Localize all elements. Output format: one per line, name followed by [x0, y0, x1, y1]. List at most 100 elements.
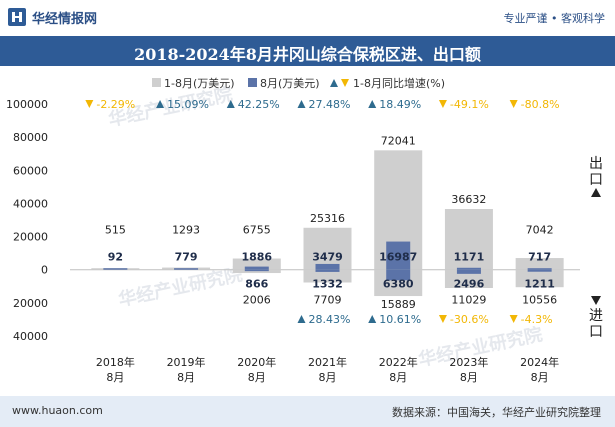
x-tick-label: 2020年 8月 — [237, 355, 276, 384]
export-arrow-icon — [591, 188, 601, 197]
label-export-ytd: 25316 — [310, 212, 345, 225]
data-labels: 515 92 1293 779 6755 1886 866 2006 25316 3479 1332… — [105, 134, 557, 311]
bar-export-month — [244, 266, 269, 270]
yoy-up-arrow-icon — [297, 315, 306, 323]
yoy-up-arrow-icon — [368, 315, 377, 323]
y-tick-label: 0 — [41, 264, 48, 277]
bar-import-month — [456, 269, 481, 274]
label-import-month: 6380 — [383, 278, 414, 291]
label-export-month: 3479 — [312, 251, 343, 264]
x-tick-label: 2018年 8月 — [96, 355, 135, 384]
yoy-labels: -2.29% 15.09% 42.25% 27.48% 28.43% 18.49% 10.6… — [85, 98, 560, 326]
bar-export-month — [315, 263, 340, 270]
bar-import-month — [386, 269, 411, 281]
bar-import-ytd — [515, 269, 564, 288]
bar-import-ytd — [232, 269, 281, 274]
label-export-month: 16987 — [379, 251, 417, 264]
bar-export-month — [174, 268, 199, 270]
legend-up-arrow-icon — [330, 79, 338, 87]
y-axis: 100000 80000 60000 40000 20000 0 20000 40000 — [6, 98, 48, 343]
label-import-month: 1332 — [312, 278, 343, 291]
chart: 1-8月(万美元) 8月(万美元) 1-8月同比增速(%) 华经产业研究院华经产… — [6, 76, 603, 384]
bar-export-month — [386, 241, 411, 270]
bar-export-ytd — [444, 209, 493, 270]
yoy-export-label: 27.48% — [309, 98, 351, 111]
bar-import-month — [315, 269, 340, 272]
watermark-text: 华经产业研究院 — [116, 263, 244, 311]
export-label-char-2: 口 — [589, 172, 603, 188]
bar-export-ytd — [232, 258, 281, 270]
label-import-ytd: 10556 — [522, 294, 557, 307]
label-export-ytd: 6755 — [243, 224, 271, 237]
chart-title: 2018-2024年8月井冈山综合保税区进、出口额 — [134, 45, 481, 64]
label-export-ytd: 1293 — [172, 224, 200, 237]
x-tick-label: 2022年 8月 — [379, 355, 418, 384]
y-tick-label: 80000 — [13, 131, 48, 144]
y-tick-label: 60000 — [13, 164, 48, 177]
bar-export-month — [456, 267, 481, 270]
label-export-month: 717 — [528, 251, 551, 264]
yoy-down-arrow-icon — [509, 100, 518, 108]
yoy-down-arrow-icon — [438, 100, 447, 108]
bar-export-ytd — [515, 258, 564, 270]
legend: 1-8月(万美元) 8月(万美元) 1-8月同比增速(%) — [152, 76, 445, 90]
label-export-ytd: 515 — [105, 224, 126, 237]
bar-export-month — [103, 268, 128, 270]
legend-label-month: 8月(万美元) — [260, 77, 320, 90]
yoy-up-arrow-icon — [368, 100, 377, 108]
label-export-ytd: 72041 — [381, 134, 416, 147]
label-export-month: 779 — [175, 251, 198, 264]
yoy-export-label: 18.49% — [379, 98, 421, 111]
bars — [91, 150, 564, 297]
label-import-ytd: 11029 — [451, 294, 486, 307]
legend-swatch-ytd — [152, 78, 161, 87]
footer-url[interactable]: www.huaon.com — [12, 404, 103, 417]
label-export-ytd: 7042 — [526, 224, 554, 237]
footer-source: 数据来源：中国海关，华经产业研究院整理 — [392, 406, 601, 419]
title-bar: 2018-2024年8月井冈山综合保税区进、出口额 — [0, 36, 615, 66]
label-import-ytd: 15889 — [381, 298, 416, 311]
y-tick-label: 40000 — [13, 330, 48, 343]
yoy-import-label: -4.3% — [521, 313, 553, 326]
yoy-down-arrow-icon — [509, 315, 518, 323]
label-export-ytd: 36632 — [451, 193, 486, 206]
yoy-down-arrow-icon — [438, 315, 447, 323]
label-import-month: 866 — [245, 278, 268, 291]
label-export-month: 1171 — [454, 251, 485, 264]
x-axis: 2018年 8月 2019年 8月 2020年 8月 2021年 8月 2022年 8月 2023年… — [96, 355, 559, 384]
yoy-export-label: -49.1% — [450, 98, 489, 111]
bar-import-ytd — [303, 269, 352, 283]
legend-swatch-month — [248, 78, 257, 87]
label-export-month: 92 — [108, 251, 123, 264]
import-label-char-2: 口 — [589, 324, 603, 340]
bar-export-ytd — [303, 227, 352, 270]
slogan: 专业严谨 • 客观科学 — [503, 12, 605, 25]
bar-export-month — [527, 268, 552, 270]
yoy-import-label: -30.6% — [450, 313, 489, 326]
y-tick-label: 40000 — [13, 197, 48, 210]
label-export-month: 1886 — [241, 251, 272, 264]
x-tick-label: 2019年 8月 — [167, 355, 206, 384]
import-label-char-1: 进 — [589, 308, 603, 324]
y-tick-label: 20000 — [13, 231, 48, 244]
bar-import-ytd — [444, 269, 493, 288]
x-tick-label: 2024年 8月 — [520, 355, 559, 384]
y-tick-label: 20000 — [13, 297, 48, 310]
yoy-down-arrow-icon — [85, 100, 94, 108]
yoy-import-label: 10.61% — [379, 313, 421, 326]
label-import-month: 1211 — [524, 278, 555, 291]
yoy-export-label: -80.8% — [521, 98, 560, 111]
x-tick-label: 2023年 8月 — [449, 355, 488, 384]
side-labels: 出 口 进 口 出口 进口 — [589, 156, 603, 340]
yoy-up-arrow-icon — [156, 100, 165, 108]
yoy-export-label: 15.09% — [167, 98, 209, 111]
bar-import-month — [244, 269, 269, 272]
site-name[interactable]: 华经情报网 — [32, 12, 98, 27]
bar-import-month — [527, 269, 552, 272]
legend-down-arrow-icon — [341, 79, 349, 87]
y-tick-label: 100000 — [6, 98, 48, 111]
x-tick-label: 2021年 8月 — [308, 355, 347, 384]
legend-label-ytd: 1-8月(万美元) — [164, 77, 235, 90]
label-import-month: 2496 — [454, 278, 485, 291]
